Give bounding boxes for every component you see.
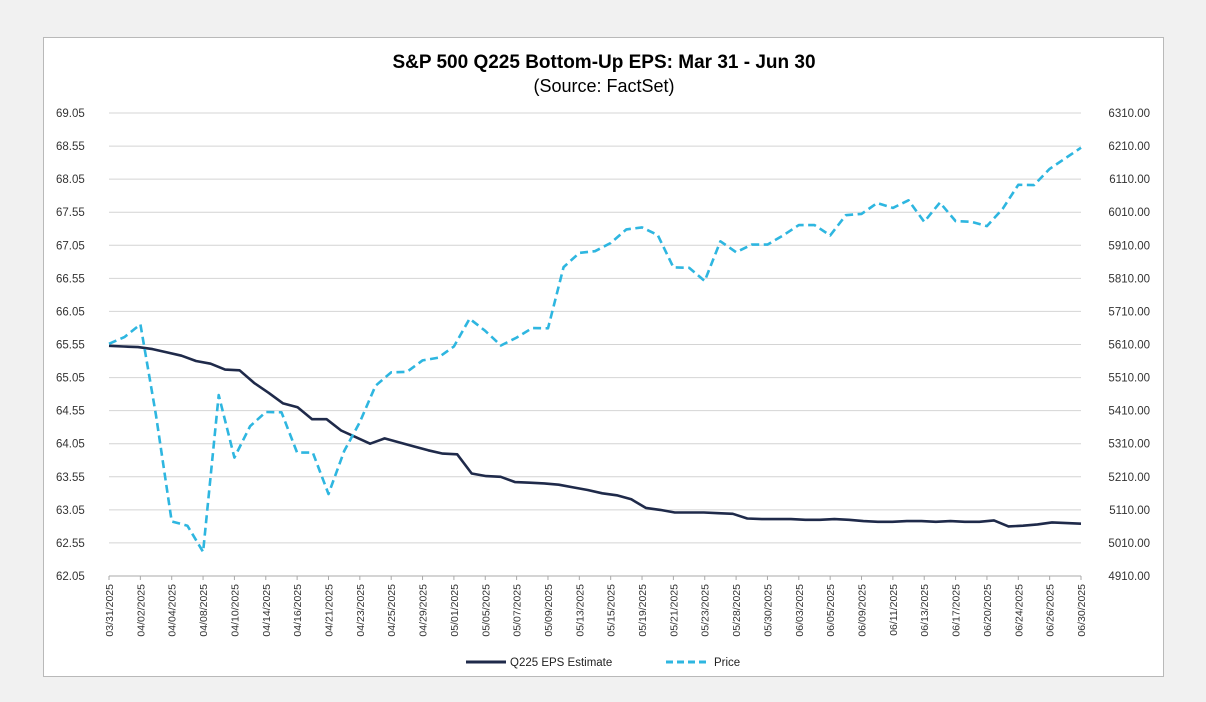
y-right-tick-label: 5510.00: [1108, 373, 1150, 385]
x-tick-label: 06/26/2025: [1045, 584, 1057, 637]
x-tick-label: 06/24/2025: [1013, 584, 1025, 637]
x-tick-label: 04/23/2025: [355, 584, 367, 637]
y-right-tick-label: 5710.00: [1108, 306, 1150, 318]
chart-frame: S&P 500 Q225 Bottom-Up EPS: Mar 31 - Jun…: [43, 37, 1164, 677]
x-tick-label: 04/29/2025: [418, 584, 430, 637]
y-right-tick-label: 6110.00: [1109, 174, 1150, 186]
x-tick-label: 04/08/2025: [198, 584, 210, 637]
x-tick-label: 06/03/2025: [794, 584, 806, 637]
y-axis-right: 6310.00 6210.00 6110.00 6010.00 5910.00 5810.…: [1108, 108, 1150, 583]
y-left-tick-label: 63.05: [56, 505, 85, 517]
x-tick-label: 04/16/2025: [292, 584, 304, 637]
x-tick-label: 05/15/2025: [606, 584, 618, 637]
x-tick-label: 05/21/2025: [668, 584, 680, 637]
y-left-tick-label: 68.55: [56, 141, 85, 153]
y-left-tick-label: 68.05: [56, 174, 85, 186]
x-tick-label: 06/11/2025: [888, 584, 900, 636]
legend: Q225 EPS Estimate Price: [466, 657, 740, 669]
x-tick-label: 05/28/2025: [731, 584, 743, 637]
x-tick-label: 05/30/2025: [762, 584, 774, 637]
x-tick-label: 04/25/2025: [386, 584, 398, 637]
y-left-tick-label: 66.55: [56, 273, 85, 285]
x-tick-label: 03/31/2025: [104, 584, 116, 637]
x-tick-label: 04/10/2025: [229, 584, 241, 637]
y-axis-left: 69.05 68.55 68.05 67.55 67.05 66.55 66.05 65.55…: [56, 108, 85, 583]
eps-estimate-line: [108, 344, 1082, 528]
x-tick-label: 06/09/2025: [857, 584, 869, 637]
chart-svg: S&P 500 Q225 Bottom-Up EPS: Mar 31 - Jun…: [56, 52, 1150, 669]
x-tick-label: 05/19/2025: [637, 584, 649, 637]
y-right-tick-label: 5010.00: [1108, 538, 1150, 550]
y-right-tick-label: 5810.00: [1108, 273, 1150, 285]
x-tick-label: 06/13/2025: [919, 584, 931, 637]
x-tick-label: 06/30/2025: [1076, 584, 1088, 637]
chart-subtitle: (Source: FactSet): [533, 76, 674, 96]
y-right-tick-label: 6210.00: [1108, 141, 1150, 153]
legend-label-price: Price: [714, 657, 740, 669]
y-left-tick-label: 62.55: [56, 538, 85, 550]
x-tick-label: 05/23/2025: [700, 584, 712, 637]
y-right-tick-label: 5210.00: [1108, 472, 1150, 484]
y-right-tick-label: 6310.00: [1108, 108, 1150, 120]
legend-label-eps: Q225 EPS Estimate: [510, 657, 612, 669]
x-tick-label: 04/02/2025: [135, 584, 147, 637]
x-tick-label: 04/04/2025: [167, 584, 179, 637]
x-tick-label: 05/05/2025: [480, 584, 492, 637]
y-right-tick-label: 6010.00: [1108, 207, 1150, 219]
y-left-tick-label: 64.05: [56, 439, 85, 451]
y-right-tick-label: 5910.00: [1108, 240, 1150, 252]
grid-lines: [109, 112, 1081, 577]
series-group: [108, 146, 1082, 554]
x-tick-label: 06/05/2025: [825, 584, 837, 637]
y-left-tick-label: 65.05: [56, 373, 85, 385]
x-tick-label: 05/09/2025: [543, 584, 555, 637]
x-tick-label: 04/14/2025: [261, 584, 273, 637]
y-right-tick-label: 5610.00: [1108, 340, 1150, 352]
y-left-tick-label: 66.05: [56, 306, 85, 318]
y-left-tick-label: 67.05: [56, 240, 85, 252]
x-tick-label: 05/07/2025: [512, 584, 524, 637]
y-left-tick-label: 65.55: [56, 340, 85, 352]
x-tick-label: 05/01/2025: [449, 584, 461, 637]
chart-title: S&P 500 Q225 Bottom-Up EPS: Mar 31 - Jun…: [392, 52, 815, 73]
y-right-tick-label: 5310.00: [1108, 439, 1150, 451]
y-right-tick-label: 5410.00: [1108, 406, 1150, 418]
x-tick-label: 04/21/2025: [323, 584, 335, 637]
y-left-tick-label: 67.55: [56, 207, 85, 219]
y-left-tick-label: 64.55: [56, 406, 85, 418]
y-right-tick-label: 5110.00: [1109, 505, 1150, 517]
y-left-tick-label: 62.05: [56, 571, 85, 583]
x-tick-label: 05/13/2025: [574, 584, 586, 637]
x-tick-label: 06/20/2025: [982, 584, 994, 637]
y-left-tick-label: 63.55: [56, 472, 85, 484]
x-tick-label: 06/17/2025: [951, 584, 963, 637]
price-line: [108, 146, 1082, 554]
x-axis: 03/31/2025 04/02/2025 04/04/2025 04/08/2025…: [104, 576, 1088, 637]
y-right-tick-label: 4910.00: [1108, 571, 1150, 583]
y-left-tick-label: 69.05: [56, 108, 85, 120]
